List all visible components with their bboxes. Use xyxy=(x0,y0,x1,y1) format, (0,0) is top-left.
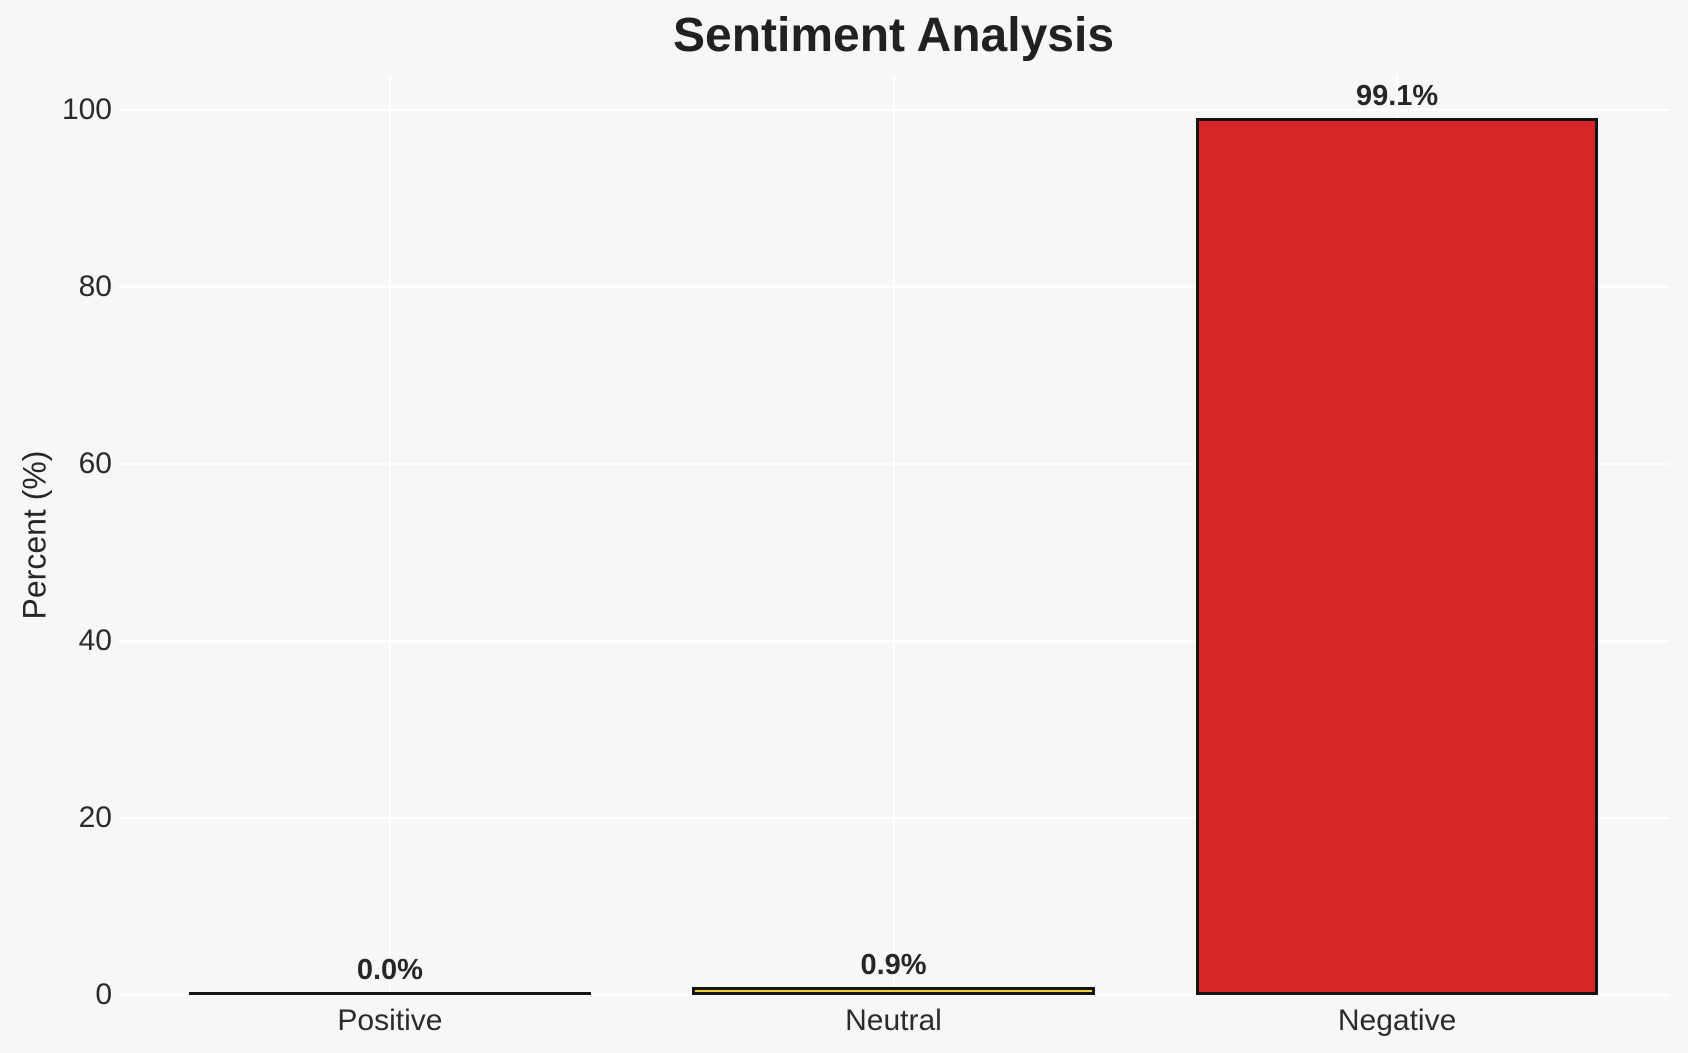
vertical-gridline xyxy=(892,75,895,995)
bar-positive xyxy=(188,992,592,995)
bar-value-label-positive: 0.0% xyxy=(356,954,423,986)
bar-negative xyxy=(1195,118,1599,995)
y-tick-label: 80 xyxy=(78,270,112,304)
y-tick-label: 0 xyxy=(95,978,112,1011)
plot-area: 0.0% 0.9% 99.1% xyxy=(118,75,1669,996)
x-tick-label-positive: Positive xyxy=(337,1004,443,1037)
x-tick-label-neutral: Neutral xyxy=(845,1004,942,1037)
chart-title: Sentiment Analysis xyxy=(672,9,1115,62)
vertical-gridline xyxy=(388,75,391,995)
y-tick-label: 20 xyxy=(78,801,112,835)
horizontal-gridline xyxy=(118,994,1669,996)
y-tick-label: 60 xyxy=(78,447,112,481)
bar-neutral xyxy=(692,987,1095,995)
bar-value-label-neutral: 0.9% xyxy=(860,949,927,981)
y-tick-label: 40 xyxy=(78,624,112,658)
bar-value-label-negative: 99.1% xyxy=(1355,80,1439,112)
x-tick-label-negative: Negative xyxy=(1337,1004,1457,1037)
y-tick-label: 100 xyxy=(61,93,112,127)
